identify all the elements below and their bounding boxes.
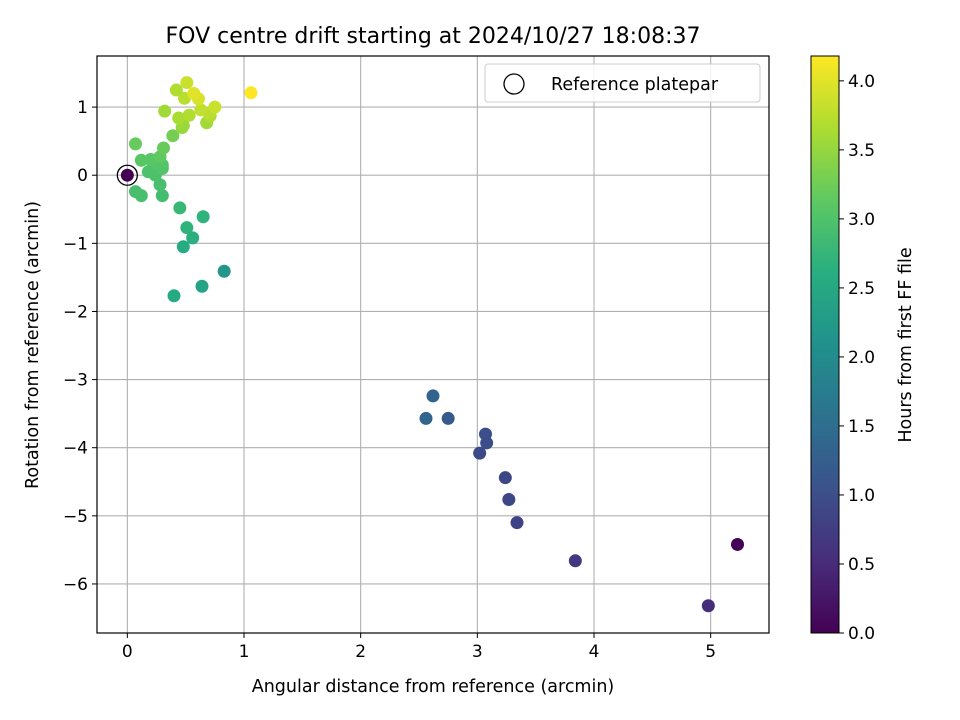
x-tick-label: 4 bbox=[589, 642, 600, 662]
data-point bbox=[158, 104, 172, 118]
data-point bbox=[419, 411, 433, 425]
y-tick-label: −3 bbox=[63, 371, 88, 391]
data-point bbox=[157, 141, 170, 155]
colorbar bbox=[810, 55, 840, 634]
data-point bbox=[155, 189, 169, 203]
data-point bbox=[244, 86, 258, 100]
colorbar-tick-label: 4.0 bbox=[848, 72, 875, 92]
colorbar-tick-label: 2.0 bbox=[848, 348, 875, 368]
data-point bbox=[180, 221, 194, 235]
x-tick-label: 1 bbox=[239, 642, 250, 662]
y-tick-label: −5 bbox=[63, 507, 88, 527]
data-point bbox=[167, 289, 181, 303]
data-point bbox=[479, 427, 492, 441]
legend-label-reference: Reference platepar bbox=[551, 75, 719, 95]
data-point bbox=[120, 168, 134, 182]
y-tick-label: −4 bbox=[63, 439, 88, 459]
y-tick-label: 0 bbox=[77, 166, 88, 186]
data-point bbox=[182, 108, 196, 122]
data-point bbox=[134, 153, 148, 167]
data-point bbox=[441, 411, 455, 425]
data-point bbox=[194, 103, 208, 117]
y-axis-ticks: 1 0 −1 −2 −3 −4 −5 −6 bbox=[63, 98, 97, 595]
data-point bbox=[176, 240, 190, 254]
legend: Reference platepar bbox=[484, 63, 761, 103]
plot-area bbox=[97, 56, 769, 633]
plot-frame bbox=[96, 55, 770, 634]
data-point bbox=[169, 83, 183, 97]
y-tick-label: −2 bbox=[63, 302, 88, 322]
x-axis-ticks: 0 1 2 3 4 5 bbox=[122, 633, 716, 662]
colorbar-tick-label: 0.5 bbox=[848, 555, 875, 575]
x-tick-label: 5 bbox=[705, 642, 716, 662]
y-axis-label: Rotation from reference (arcmin) bbox=[23, 201, 43, 489]
y-tick-label: 1 bbox=[77, 98, 88, 118]
data-point bbox=[195, 279, 209, 293]
chart-title: FOV centre drift starting at 2024/10/27 … bbox=[166, 24, 701, 49]
legend-marker-reference bbox=[503, 73, 525, 95]
grid-lines bbox=[97, 56, 769, 633]
x-axis-label: Angular distance from reference (arcmin) bbox=[252, 677, 615, 697]
data-point bbox=[701, 599, 715, 613]
data-point bbox=[731, 537, 744, 551]
data-point bbox=[172, 111, 186, 125]
data-point bbox=[129, 185, 142, 199]
data-point bbox=[186, 231, 200, 245]
data-point bbox=[180, 76, 194, 90]
colorbar-tick-label: 1.5 bbox=[848, 417, 875, 437]
colorbar-tick-label: 3.5 bbox=[848, 141, 875, 161]
y-tick-label: −6 bbox=[63, 575, 88, 595]
legend-box bbox=[484, 63, 761, 103]
colorbar-label: Hours from first FF file bbox=[896, 247, 916, 442]
data-point bbox=[498, 471, 512, 485]
data-point bbox=[510, 516, 524, 530]
data-point bbox=[217, 264, 231, 278]
data-point bbox=[473, 446, 487, 460]
x-tick-label: 2 bbox=[355, 642, 366, 662]
data-point bbox=[208, 100, 222, 114]
y-tick-label: −1 bbox=[63, 234, 88, 254]
colorbar-tick-label: 1.0 bbox=[848, 486, 875, 506]
colorbar-tick-label: 3.0 bbox=[848, 210, 875, 230]
colorbar-tick-label: 2.5 bbox=[848, 279, 875, 299]
data-point bbox=[166, 129, 180, 143]
x-tick-label: 3 bbox=[472, 642, 483, 662]
reference-marker bbox=[116, 164, 138, 186]
data-point bbox=[196, 210, 210, 224]
data-point bbox=[173, 201, 187, 215]
data-point bbox=[568, 554, 582, 568]
data-points bbox=[116, 76, 744, 613]
x-tick-label: 0 bbox=[122, 642, 133, 662]
colorbar-ticks: 0.0 0.5 1.0 1.5 2.0 2.5 3.0 3.5 4.0 bbox=[839, 72, 875, 644]
data-point bbox=[187, 86, 201, 100]
colorbar-tick-label: 0.0 bbox=[848, 624, 875, 644]
data-point bbox=[502, 492, 516, 506]
data-point bbox=[129, 137, 142, 151]
data-point bbox=[426, 389, 440, 403]
